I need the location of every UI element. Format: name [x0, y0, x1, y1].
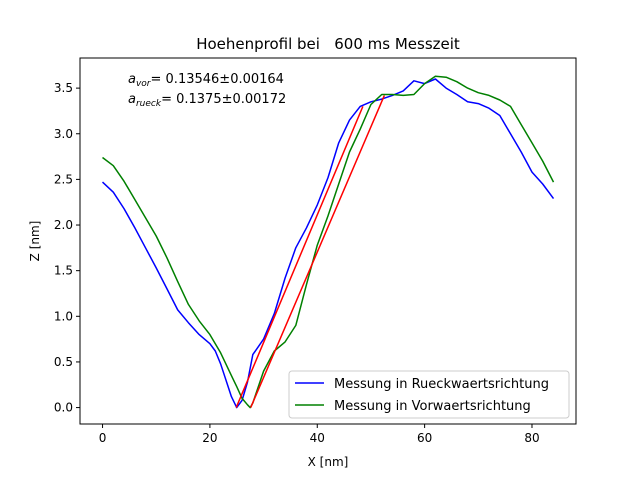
x-tick-label: 20 [202, 431, 217, 445]
y-tick-label: 3.5 [54, 81, 73, 95]
x-axis-label: X [nm] [308, 455, 349, 469]
annotation-a-vor: avor= 0.13546±0.00164 [128, 72, 284, 89]
annotation-a-rueck-value: = 0.1375±0.00172 [161, 92, 286, 107]
x-tick-label: 40 [310, 431, 325, 445]
annotation-a-rueck-subscript: rueck [136, 99, 162, 109]
annotation-a-vor-symbol: a [128, 72, 136, 87]
series-layer [101, 75, 555, 409]
legend-label-vorwaerts: Messung in Vorwaertsrichtung [334, 399, 531, 414]
legend-box [288, 370, 570, 419]
y-tick-label: 2.5 [54, 172, 73, 186]
y-tick-label: 1.0 [54, 309, 73, 323]
series-line-0 [101, 78, 555, 409]
y-axis-label: Z [nm] [28, 221, 42, 262]
y-tick-label: 3.0 [54, 127, 73, 141]
plot-frame [79, 57, 577, 425]
annotation-a-vor-value: = 0.13546±0.00164 [151, 72, 284, 87]
chart-title: Hoehenprofil bei 600 ms Messzeit [196, 35, 460, 53]
x-axis: 0 20 40 60 80 [99, 424, 540, 445]
y-tick-label: 2.0 [54, 218, 73, 232]
fit-line-1 [250, 95, 386, 408]
legend-label-rueckwaerts: Messung in Rueckwaertsrichtung [334, 377, 549, 392]
x-tick-label: 60 [417, 431, 432, 445]
legend: Messung in Rueckwaertsrichtung Messung i… [288, 370, 570, 419]
annotation-a-vor-subscript: vor [136, 79, 152, 89]
y-axis: 0.0 0.5 1.0 1.5 2.0 2.5 3.0 3.5 [54, 81, 80, 415]
y-tick-label: 0.5 [54, 355, 73, 369]
x-tick-label: 0 [99, 431, 107, 445]
annotation-a-rueck-symbol: a [128, 92, 136, 107]
y-tick-label: 1.5 [54, 264, 73, 278]
fit-line-0 [235, 106, 364, 408]
x-tick-label: 80 [524, 431, 539, 445]
y-tick-label: 0.0 [54, 401, 73, 415]
annotation-a-rueck: arueck= 0.1375±0.00172 [128, 92, 286, 109]
